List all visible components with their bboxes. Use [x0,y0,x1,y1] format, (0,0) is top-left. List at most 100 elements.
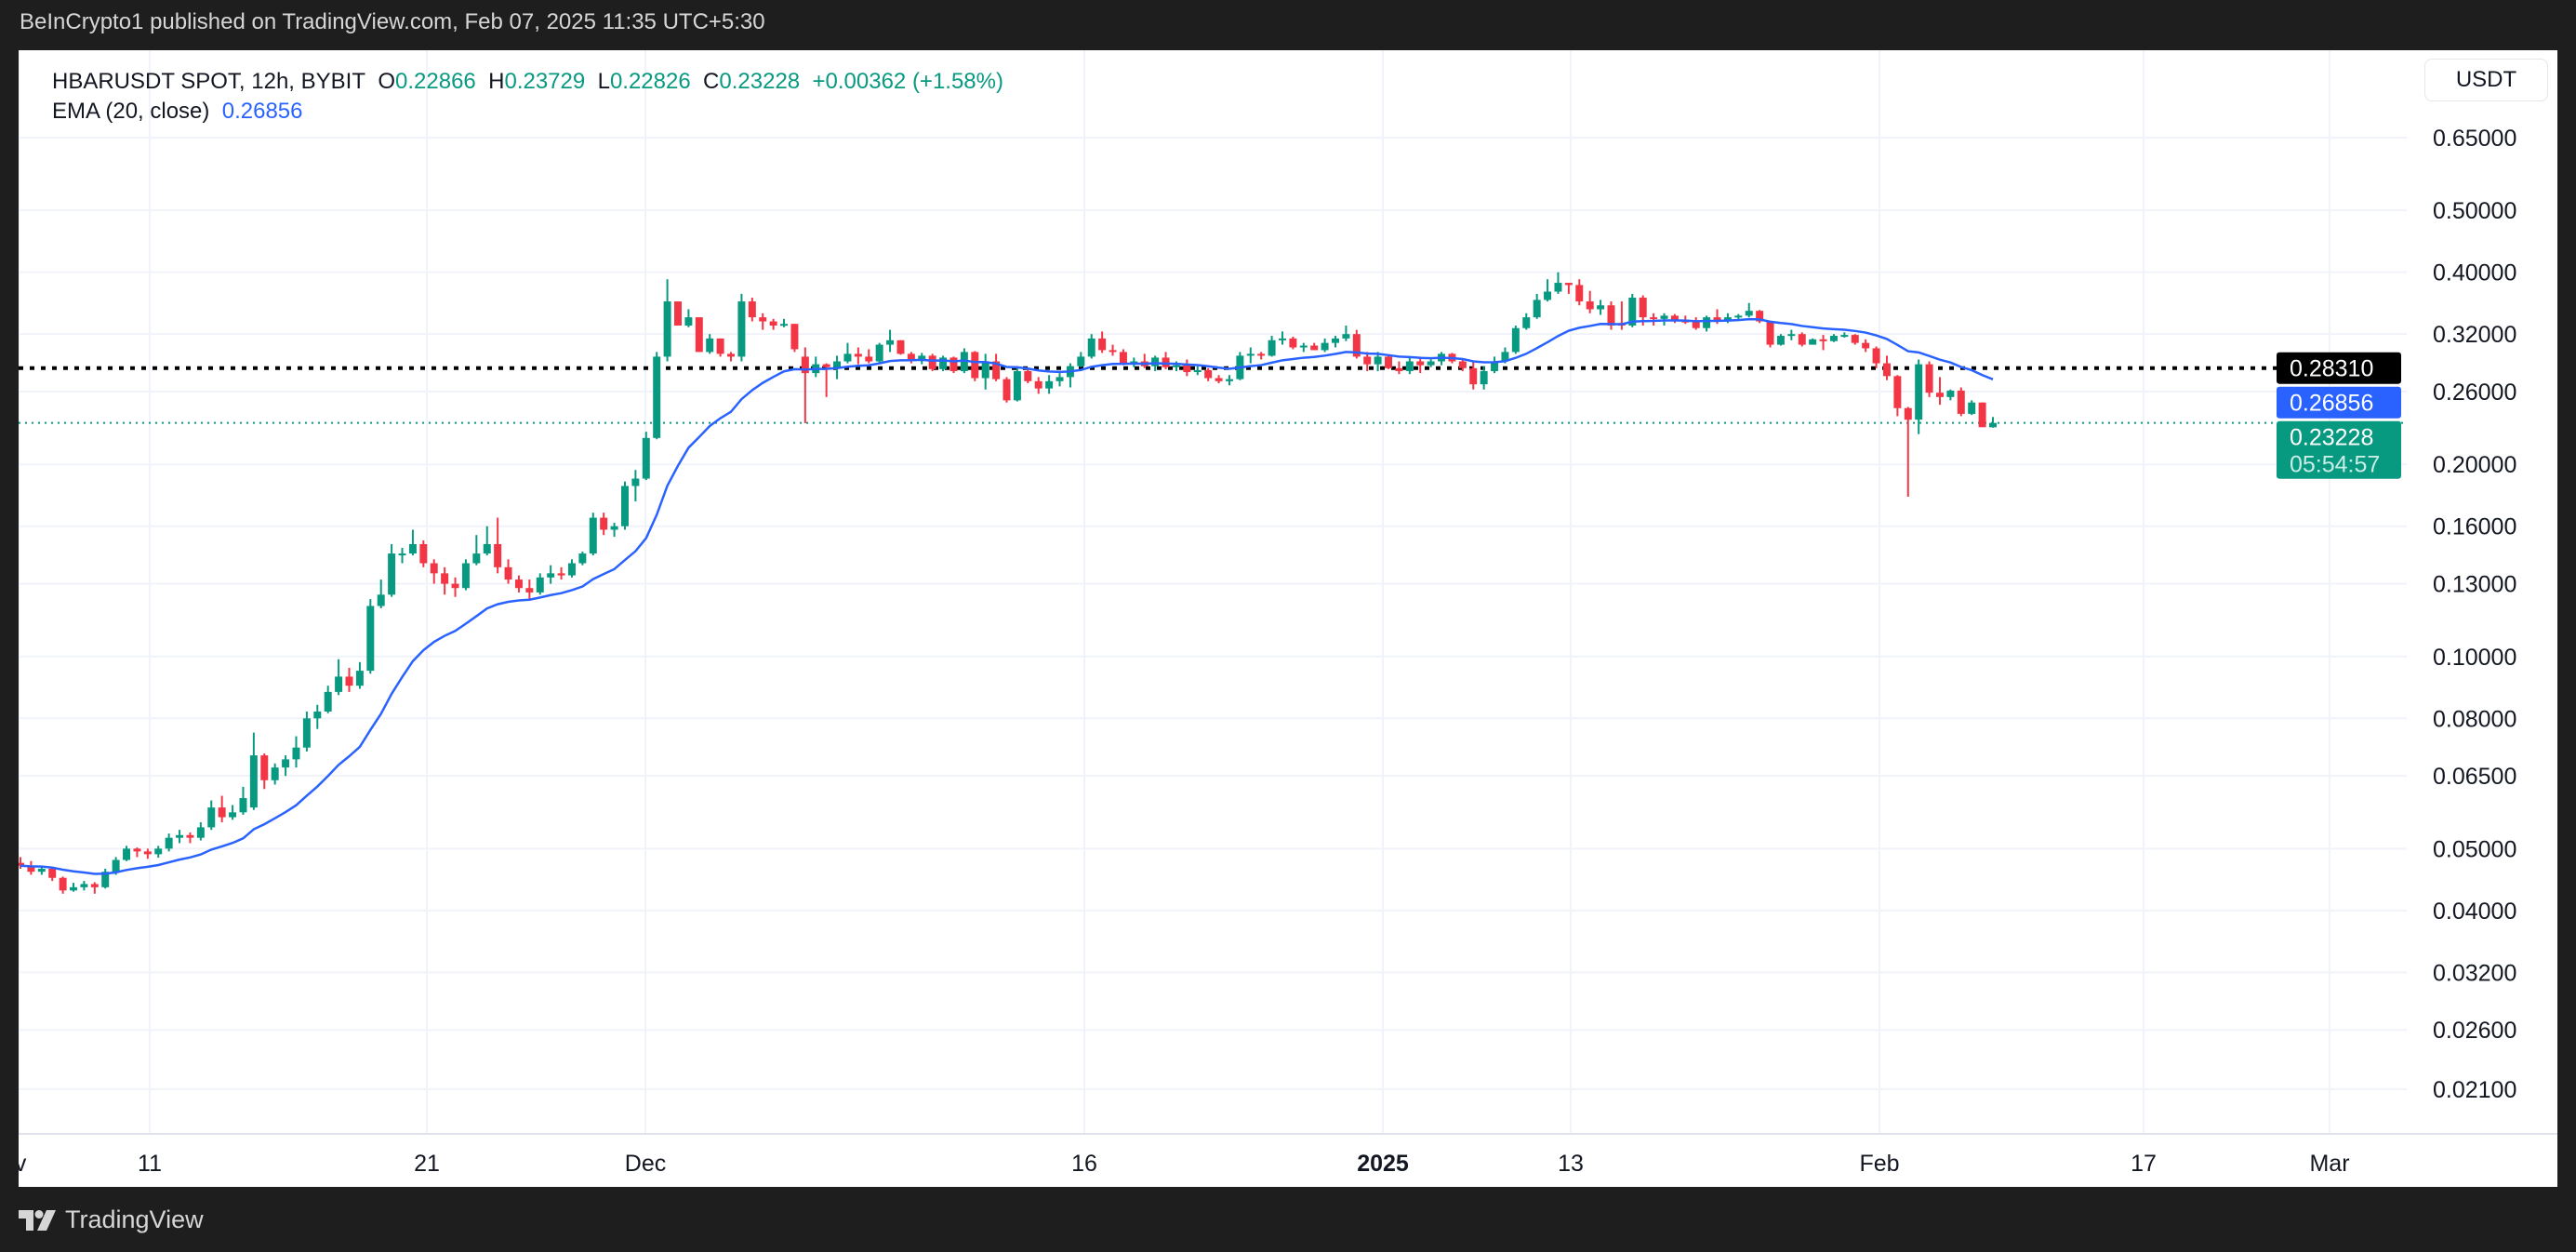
candle-up[interactable] [377,594,385,606]
candle-up[interactable] [547,573,555,578]
candle-down[interactable] [1034,380,1042,389]
candle-up[interactable] [112,859,120,872]
candle-down[interactable] [1819,339,1827,341]
candle-down[interactable] [514,579,523,589]
candle-down[interactable] [1257,353,1266,356]
candle-down[interactable] [1798,334,1806,345]
candle-down[interactable] [48,868,57,878]
candle-down[interactable] [19,862,24,866]
candle-down[interactable] [801,356,809,374]
candle-up[interactable] [1172,365,1180,367]
candle-up[interactable] [1522,317,1531,328]
candle-down[interactable] [992,361,1001,380]
candle-up[interactable] [1278,338,1286,340]
candle-down[interactable] [854,353,862,357]
candle-up[interactable] [1829,336,1838,341]
candle-down[interactable] [1713,317,1721,322]
candle-up[interactable] [536,577,544,593]
candle-up[interactable] [165,837,173,849]
candle-up[interactable] [1480,370,1488,385]
candle-up[interactable] [1342,334,1350,339]
candle-up[interactable] [229,812,237,818]
candle-up[interactable] [1077,356,1085,366]
candle-down[interactable] [430,563,438,574]
candle-down[interactable] [1119,352,1127,364]
candle-down[interactable] [1851,335,1859,343]
candle-down[interactable] [218,807,226,818]
candle-up[interactable] [1056,377,1064,381]
candle-up[interactable] [1130,361,1138,364]
candle-down[interactable] [1692,321,1700,328]
candle-down[interactable] [1935,393,1944,397]
candle-up[interactable] [292,747,300,760]
candle-up[interactable] [1915,364,1923,420]
candle-down[interactable] [1363,356,1372,365]
candle-up[interactable] [1989,422,1997,428]
candle-up[interactable] [70,886,78,891]
candle-up[interactable] [1332,338,1339,343]
candle-down[interactable] [1766,321,1774,345]
candle-up[interactable] [271,767,279,780]
candle-down[interactable] [1893,376,1902,408]
candle-up[interactable] [918,355,926,360]
candle-down[interactable] [1469,367,1478,385]
candle-up[interactable] [123,848,131,860]
candle-up[interactable] [939,357,948,369]
candle-down[interactable] [494,543,502,567]
candle-down[interactable] [907,353,915,360]
candle-down[interactable] [759,317,767,322]
candle-down[interactable] [1564,283,1573,286]
candle-up[interactable] [706,338,714,353]
candle-up[interactable] [154,848,163,855]
candle-down[interactable] [1215,378,1223,381]
candle-down[interactable] [419,543,428,564]
candle-down[interactable] [1904,407,1912,420]
candle-up[interactable] [875,344,883,362]
candle-up[interactable] [483,543,491,554]
candle-down[interactable] [1310,345,1319,351]
candle-down[interactable] [1650,317,1658,320]
candle-up[interactable] [589,517,597,554]
candle-up[interactable] [302,718,311,748]
candle-down[interactable] [748,301,756,318]
candle-up[interactable] [1787,334,1796,337]
candle-up[interactable] [1299,345,1308,348]
candle-up[interactable] [207,807,216,828]
candle-down[interactable] [1670,315,1679,321]
candle-up[interactable] [1151,357,1160,366]
candle-up[interactable] [981,361,989,379]
candle-down[interactable] [1385,356,1393,368]
candle-up[interactable] [355,671,364,686]
candle-down[interactable] [949,357,958,371]
candle-up[interactable] [398,553,406,556]
candle-down[interactable] [1098,338,1107,351]
candle-up[interactable] [1544,291,1552,300]
candle-up[interactable] [1533,300,1541,318]
candle-down[interactable] [1607,305,1615,326]
candle-down[interactable] [769,321,777,326]
candle-down[interactable] [1925,364,1933,393]
candle-up[interactable] [1193,369,1202,373]
candle-down[interactable] [1162,357,1170,367]
candle-up[interactable] [1491,361,1499,371]
candle-up[interactable] [196,827,205,838]
candle-up[interactable] [663,301,671,357]
candle-up[interactable] [1246,353,1255,356]
candle-up[interactable] [1946,390,1955,397]
candle-up[interactable] [1427,361,1435,366]
candle-up[interactable] [843,353,852,362]
candle-down[interactable] [1639,297,1647,318]
candle-up[interactable] [1597,305,1605,310]
candle-down[interactable] [1586,301,1594,310]
candle-down[interactable] [1862,342,1870,349]
candle-up[interactable] [1045,380,1054,389]
candle-up[interactable] [282,759,290,768]
candle-down[interactable] [260,755,269,780]
candle-down[interactable] [1756,311,1764,322]
candle-down[interactable] [865,356,873,362]
candlestick-chart[interactable]: 0.65000 0.50000 0.40000 0.32000 0.26000 0.200… [19,50,2557,1187]
candle-down[interactable] [1204,369,1213,379]
candle-down[interactable] [133,848,141,852]
candle-up[interactable] [1809,339,1817,345]
candle-up[interactable] [1723,317,1732,322]
